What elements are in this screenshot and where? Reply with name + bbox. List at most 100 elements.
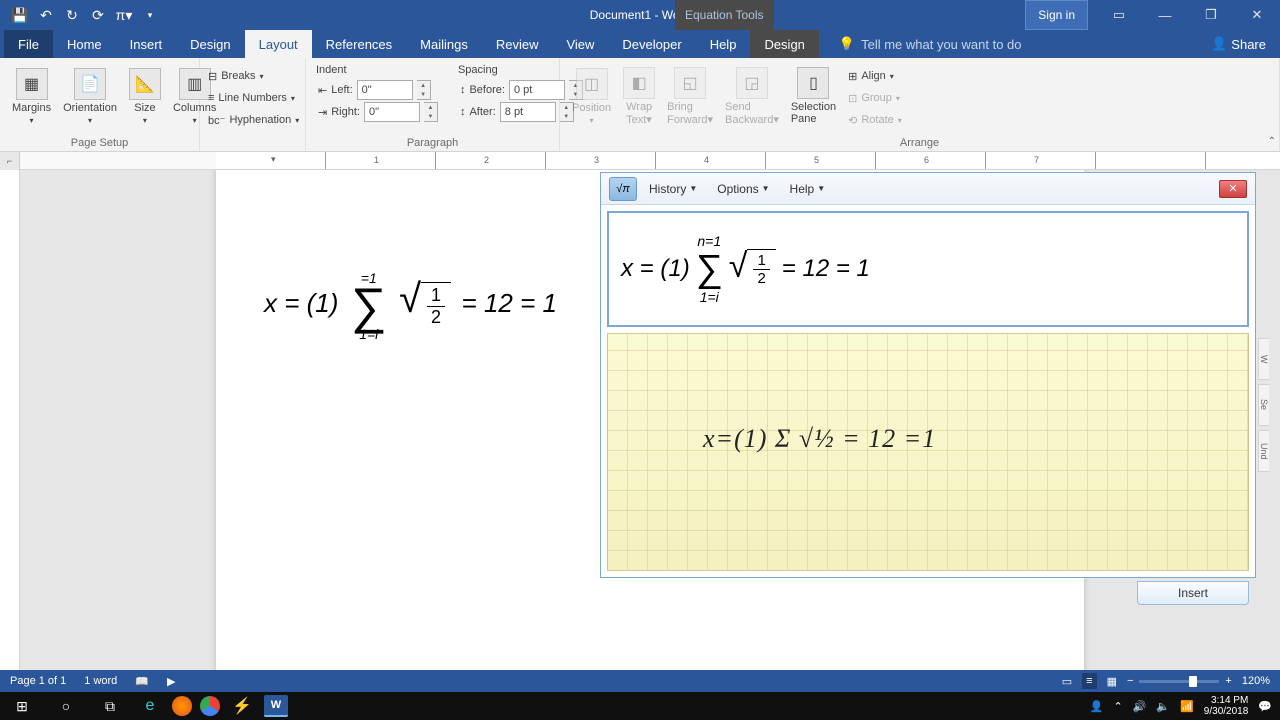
tab-layout[interactable]: Layout — [245, 30, 312, 58]
title-bar: 💾 ↶ ↻ ⟳ π▾ ▾ Document1 - Word Equation T… — [0, 0, 1280, 30]
sqrt-icon: √ — [729, 249, 748, 283]
history-menu[interactable]: History▼ — [641, 178, 705, 200]
tab-insert[interactable]: Insert — [116, 30, 177, 58]
position-icon: ◫ — [576, 68, 608, 100]
zoom-out-button[interactable]: − — [1127, 675, 1133, 687]
indent-right-input[interactable]: 0" — [364, 102, 420, 122]
ruler-corner: ⌐ — [0, 152, 20, 170]
tab-design[interactable]: Design — [176, 30, 244, 58]
people-icon[interactable]: 👤 — [1090, 700, 1104, 713]
insert-button[interactable]: Insert — [1137, 581, 1249, 605]
breaks-icon: ⊟ — [208, 70, 217, 83]
side-tab-select[interactable]: Se — [1258, 384, 1269, 426]
tab-view[interactable]: View — [552, 30, 608, 58]
read-mode-button[interactable]: ▭ — [1062, 675, 1072, 688]
spell-check-icon[interactable]: 📖 — [135, 675, 149, 688]
zoom-slider[interactable]: − + — [1127, 675, 1232, 687]
print-layout-button[interactable]: ≡ — [1082, 673, 1096, 689]
spacing-before-input[interactable]: 0 pt — [509, 80, 565, 100]
math-panel-logo-icon: √π — [609, 177, 637, 201]
help-menu[interactable]: Help▼ — [782, 178, 834, 200]
network-icon[interactable]: 🔈 — [1156, 700, 1170, 713]
notifications-icon[interactable]: 💬 — [1258, 700, 1272, 713]
save-button[interactable]: 💾 — [8, 3, 32, 27]
send-backward-button: ◲SendBackward▾ — [719, 60, 785, 132]
tab-developer[interactable]: Developer — [608, 30, 695, 58]
lightbulb-icon: 💡 — [839, 36, 855, 52]
tab-help[interactable]: Help — [696, 30, 751, 58]
equation-tools-tab-label: Equation Tools — [675, 0, 774, 30]
side-tab-write[interactable]: W — [1258, 338, 1269, 380]
volume-icon[interactable]: 🔊 — [1133, 700, 1147, 713]
selection-pane-button[interactable]: ▯SelectionPane — [785, 60, 842, 132]
wifi-icon[interactable]: 📶 — [1180, 700, 1194, 713]
vertical-ruler[interactable] — [0, 170, 20, 686]
side-tab-undo[interactable]: Und — [1258, 430, 1269, 472]
indent-left-input[interactable]: 0" — [357, 80, 413, 100]
wrap-text-button: ◧WrapText▾ — [617, 60, 661, 132]
qat-more-button[interactable]: ▾ — [138, 3, 162, 27]
tab-mailings[interactable]: Mailings — [406, 30, 482, 58]
orientation-button[interactable]: 📄Orientation▾ — [57, 60, 123, 132]
tab-references[interactable]: References — [312, 30, 406, 58]
winamp-icon[interactable]: ⚡ — [228, 692, 256, 720]
refresh-button[interactable]: ⟳ — [86, 3, 110, 27]
chrome-icon[interactable] — [200, 696, 220, 716]
pi-button[interactable]: π▾ — [112, 3, 136, 27]
sign-in-button[interactable]: Sign in — [1025, 0, 1088, 30]
equation-display[interactable]: x = (1) =1 ∑ 1=i √12 = 12 = 1 — [264, 270, 557, 342]
system-clock[interactable]: 3:14 PM 9/30/2018 — [1204, 695, 1249, 717]
collapse-ribbon-button[interactable]: ⌃ — [1268, 136, 1276, 147]
selection-icon: ▯ — [797, 67, 829, 99]
spacing-after-input[interactable]: 8 pt — [500, 102, 556, 122]
size-button[interactable]: 📐Size▾ — [123, 60, 167, 132]
horizontal-ruler[interactable]: ⌐ ▾ 1 2 3 4 5 6 7 — [0, 152, 1280, 170]
indent-left-spinner[interactable]: ▲▼ — [417, 80, 431, 100]
hyphenation-button[interactable]: bc⁻Hyphenation▾ — [206, 110, 299, 130]
ribbon-options-button[interactable]: ▭ — [1096, 0, 1142, 30]
minimize-button[interactable]: — — [1142, 0, 1188, 30]
tell-me-search[interactable]: 💡Tell me what you want to do — [839, 30, 1022, 58]
tab-home[interactable]: Home — [53, 30, 116, 58]
share-button[interactable]: 👤Share — [1197, 30, 1280, 58]
breaks-button[interactable]: ⊟Breaks▾ — [206, 66, 299, 86]
quick-access-toolbar: 💾 ↶ ↻ ⟳ π▾ ▾ — [0, 3, 162, 27]
macro-icon[interactable]: ▶ — [167, 675, 175, 688]
page-count[interactable]: Page 1 of 1 — [10, 675, 66, 687]
word-icon[interactable]: W — [264, 695, 288, 717]
options-menu[interactable]: Options▼ — [709, 178, 777, 200]
margins-button[interactable]: ▦Margins▾ — [6, 60, 57, 132]
group-icon: ⊡ — [848, 92, 857, 105]
handwritten-equation: x=(1) Σ √½ = 12 =1 — [703, 424, 936, 454]
windows-taskbar: ⊞ ○ ⧉ e ⚡ W 👤 ⌃ 🔊 🔈 📶 3:14 PM 9/30/2018 … — [0, 692, 1280, 720]
cortana-button[interactable]: ○ — [44, 692, 88, 720]
zoom-level[interactable]: 120% — [1242, 675, 1270, 687]
redo-button[interactable]: ↻ — [60, 3, 84, 27]
tray-up-icon[interactable]: ⌃ — [1113, 700, 1122, 713]
task-view-button[interactable]: ⧉ — [88, 692, 132, 720]
undo-button[interactable]: ↶ — [34, 3, 58, 27]
align-button[interactable]: ⊞Align▾ — [846, 66, 904, 86]
line-numbers-button[interactable]: ≡Line Numbers▾ — [206, 88, 299, 108]
indent-right-spinner[interactable]: ▲▼ — [424, 102, 438, 122]
spacing-after-icon: ↕ — [460, 106, 466, 118]
tab-file[interactable]: File — [4, 30, 53, 58]
orientation-icon: 📄 — [74, 68, 106, 100]
math-panel-toolbar: √π History▼ Options▼ Help▼ ✕ — [601, 173, 1255, 205]
close-button[interactable]: ✕ — [1234, 0, 1280, 30]
start-button[interactable]: ⊞ — [0, 692, 44, 720]
tab-review[interactable]: Review — [482, 30, 553, 58]
indent-label: Indent — [316, 64, 440, 78]
zoom-in-button[interactable]: + — [1225, 675, 1231, 687]
web-layout-button[interactable]: ▦ — [1107, 675, 1117, 688]
math-panel-close-button[interactable]: ✕ — [1219, 180, 1247, 198]
sqrt-icon: √ — [399, 282, 421, 316]
status-bar: Page 1 of 1 1 word 📖 ▶ ▭ ≡ ▦ − + 120% — [0, 670, 1280, 692]
maximize-button[interactable]: ❐ — [1188, 0, 1234, 30]
word-count[interactable]: 1 word — [84, 675, 117, 687]
math-writing-area[interactable]: x=(1) Σ √½ = 12 =1 — [607, 333, 1249, 571]
tab-equation-design[interactable]: Design — [750, 30, 818, 58]
firefox-icon[interactable] — [172, 696, 192, 716]
position-button: ◫Position▾ — [566, 60, 617, 132]
edge-icon[interactable]: e — [136, 692, 164, 720]
